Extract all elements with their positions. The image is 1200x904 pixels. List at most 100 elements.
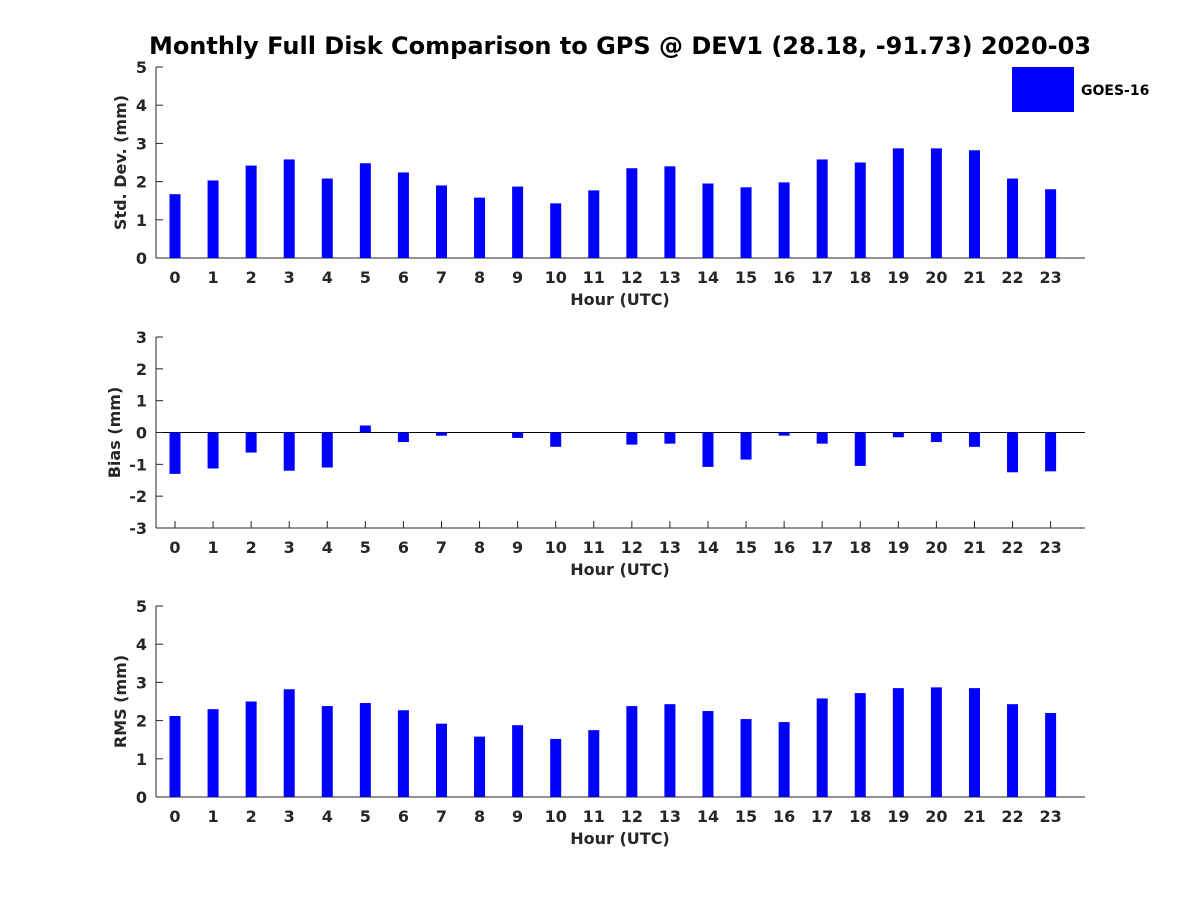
x-tick-label: 22 (1001, 538, 1023, 557)
bar-hour-5 (359, 425, 371, 433)
bar-hour-12 (626, 706, 638, 797)
x-tick-label: 5 (360, 807, 371, 826)
x-tick-label: 18 (849, 538, 871, 557)
bar-hour-22 (1007, 432, 1019, 473)
bar-hour-14 (702, 183, 714, 258)
x-tick-label: 4 (322, 538, 333, 557)
bar-hour-7 (435, 432, 447, 436)
x-tick-label: 13 (659, 807, 681, 826)
x-tick-label: 4 (322, 268, 333, 287)
x-tick-label: 22 (1001, 268, 1023, 287)
x-tick-label: 6 (398, 807, 409, 826)
bar-hour-9 (512, 432, 524, 438)
y-tick-label: -2 (129, 487, 147, 506)
x-tick-label: 17 (811, 268, 833, 287)
bar-hour-20 (930, 687, 942, 797)
x-tick-label: 12 (621, 268, 643, 287)
bar-hour-1 (207, 432, 219, 469)
x-tick-label: 6 (398, 268, 409, 287)
bar-hour-16 (778, 182, 790, 258)
x-tick-label: 15 (735, 807, 757, 826)
bar-hour-6 (397, 710, 409, 797)
x-tick-label: 12 (621, 807, 643, 826)
bar-hour-20 (930, 148, 942, 258)
x-tick-label: 11 (583, 807, 605, 826)
x-tick-label: 19 (887, 807, 909, 826)
bar-hour-15 (740, 187, 752, 258)
bar-hour-16 (778, 432, 790, 436)
bar-hour-21 (968, 688, 980, 797)
x-tick-label: 8 (474, 807, 485, 826)
x-tick-label: 9 (512, 268, 523, 287)
x-tick-label: 14 (697, 268, 719, 287)
legend-swatch (1012, 67, 1074, 112)
bar-hour-17 (816, 698, 828, 797)
bar-hour-15 (740, 719, 752, 797)
y-tick-label: 2 (136, 712, 147, 731)
chart-title: Monthly Full Disk Comparison to GPS @ DE… (149, 32, 1091, 60)
x-tick-label: 3 (284, 268, 295, 287)
x-tick-label: 16 (773, 268, 795, 287)
bar-hour-7 (435, 185, 447, 258)
legend-label: GOES-16 (1081, 83, 1149, 99)
x-tick-label: 19 (887, 268, 909, 287)
bar-hour-2 (245, 432, 257, 453)
x-tick-label: 7 (436, 268, 447, 287)
bar-hour-21 (968, 432, 980, 447)
x-tick-label: 17 (811, 807, 833, 826)
y-tick-label: 4 (136, 96, 147, 115)
bar-hour-6 (397, 432, 409, 443)
bar-hour-11 (588, 730, 600, 797)
x-tick-label: 18 (849, 268, 871, 287)
bar-hour-17 (816, 159, 828, 258)
y-tick-label: 3 (136, 673, 147, 692)
x-tick-label: 12 (621, 538, 643, 557)
x-tick-label: 18 (849, 807, 871, 826)
bar-hour-6 (397, 172, 409, 258)
bar-hour-8 (474, 197, 486, 258)
x-tick-label: 23 (1039, 807, 1061, 826)
y-axis-label: Bias (mm) (105, 387, 124, 479)
x-tick-label: 3 (284, 807, 295, 826)
bar-hour-23 (1045, 189, 1057, 258)
x-tick-label: 8 (474, 268, 485, 287)
bar-hour-5 (359, 163, 371, 258)
y-tick-label: 0 (136, 424, 147, 443)
bar-hour-10 (550, 738, 562, 797)
x-axis-label: Hour (UTC) (570, 290, 670, 309)
x-tick-label: 19 (887, 538, 909, 557)
bar-hour-15 (740, 432, 752, 460)
bar-hour-8 (474, 736, 486, 797)
bar-hour-0 (169, 194, 181, 258)
bar-hour-20 (930, 432, 942, 443)
y-tick-label: 1 (136, 392, 147, 411)
x-tick-label: 0 (169, 807, 180, 826)
x-tick-label: 15 (735, 538, 757, 557)
bar-hour-3 (283, 432, 295, 471)
x-tick-label: 11 (583, 538, 605, 557)
bar-hour-13 (664, 432, 676, 444)
bar-hour-1 (207, 180, 219, 258)
y-tick-label: 3 (136, 328, 147, 347)
x-tick-label: 23 (1039, 268, 1061, 287)
x-tick-label: 20 (925, 807, 947, 826)
bar-hour-19 (892, 688, 904, 797)
bar-hour-19 (892, 432, 904, 438)
x-tick-label: 20 (925, 268, 947, 287)
y-tick-label: 1 (136, 750, 147, 769)
x-tick-label: 7 (436, 538, 447, 557)
bar-hour-9 (512, 186, 524, 258)
bar-hour-7 (435, 723, 447, 797)
x-tick-label: 4 (322, 807, 333, 826)
bar-hour-23 (1045, 712, 1057, 797)
x-tick-label: 16 (773, 538, 795, 557)
bar-hour-4 (321, 706, 333, 797)
x-tick-label: 10 (545, 538, 567, 557)
bar-hour-5 (359, 703, 371, 797)
bar-hour-3 (283, 159, 295, 258)
bar-hour-16 (778, 722, 790, 797)
y-tick-label: 1 (136, 211, 147, 230)
x-tick-label: 11 (583, 268, 605, 287)
